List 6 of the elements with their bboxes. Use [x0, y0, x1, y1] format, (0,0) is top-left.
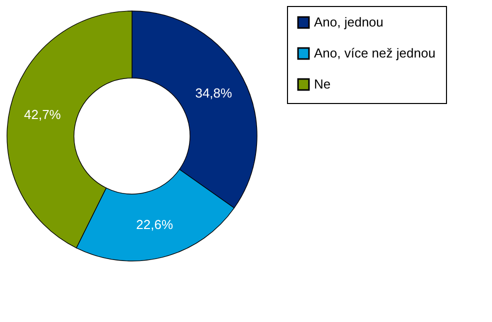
data-label: 42,7%: [24, 106, 62, 122]
data-label: 34,8%: [195, 86, 233, 101]
legend-label: Ano, jednou: [314, 14, 384, 30]
data-label: 22,6%: [136, 217, 174, 232]
legend-label: Ne: [314, 76, 331, 92]
legend-label: Ano, více než jednou: [314, 46, 436, 60]
